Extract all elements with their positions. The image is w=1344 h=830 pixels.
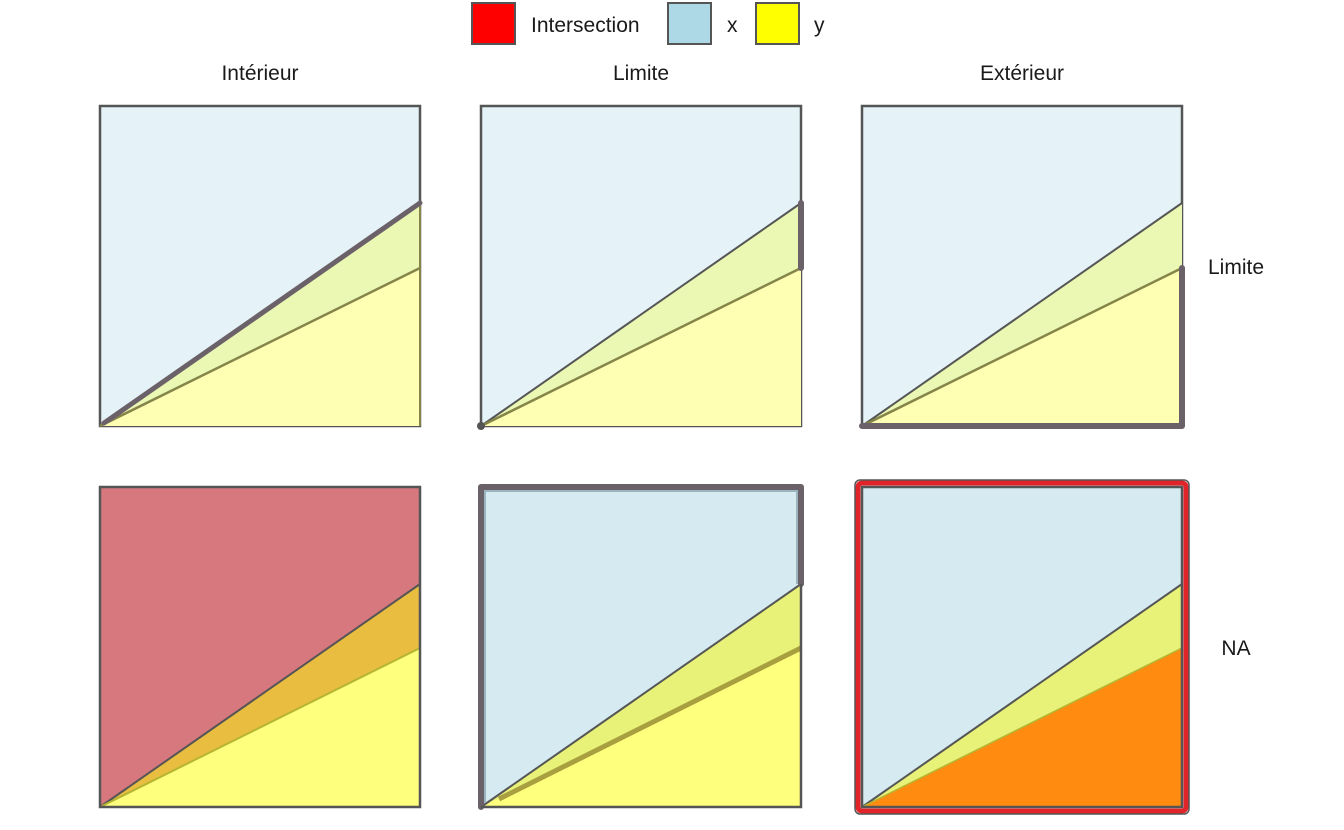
intersection-outline <box>855 480 1189 814</box>
legend-label-x: x <box>727 14 738 37</box>
x-diagonal-edge <box>99 583 421 808</box>
intersection-line <box>859 265 1185 429</box>
column-header-limite: Limite <box>613 62 669 85</box>
x-inner-edge <box>484 490 798 803</box>
y-outline <box>481 584 803 809</box>
x-outline <box>860 485 1184 809</box>
legend-swatch-y <box>755 2 800 45</box>
outer-outline <box>854 479 1190 815</box>
x-diagonal-edge <box>861 583 1183 808</box>
column-header-interieur: Intérieur <box>221 62 298 85</box>
panel-limite-exterieur <box>859 104 1185 429</box>
legend-swatch-x <box>667 2 712 45</box>
panel-na-interieur <box>98 485 422 809</box>
y-diagonal-edge <box>480 266 802 428</box>
intersection-line-boundary <box>478 484 804 810</box>
legend-swatch-intersection <box>471 2 516 45</box>
x-diagonal-edge <box>861 202 1183 427</box>
intersection-line <box>101 200 423 426</box>
y-diagonal-edge <box>861 266 1183 428</box>
y-diagonal-edge <box>99 647 421 808</box>
x-diagonal-edge <box>480 202 802 427</box>
row-label-limite: Limite <box>1208 256 1264 279</box>
panel-limite-interieur <box>98 104 423 428</box>
intersection-line-diagonal <box>497 645 803 802</box>
panel-limite-limite <box>477 104 804 430</box>
x-diagonal-edge <box>480 583 802 808</box>
x-outline <box>98 485 422 809</box>
legend-label-y: y <box>814 14 825 37</box>
legend-label-intersection: Intersection <box>531 14 640 37</box>
panel-na-limite <box>478 484 804 810</box>
column-header-exterieur: Extérieur <box>980 62 1064 85</box>
legend: Intersection x y <box>471 2 825 45</box>
y-diagonal-edge <box>861 647 1183 808</box>
row-label-na: NA <box>1221 637 1250 660</box>
y-diagonal-edge <box>99 266 421 428</box>
panel-na-exterieur <box>854 479 1190 815</box>
intersection-point <box>477 422 485 430</box>
